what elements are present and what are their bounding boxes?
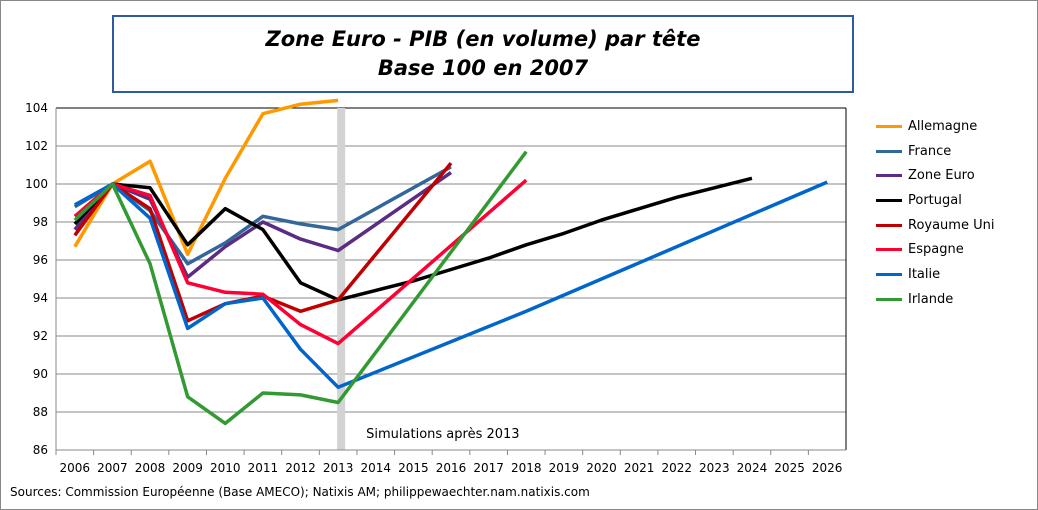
y-tick-label: 100 (25, 177, 48, 191)
legend-item: Portugal (876, 188, 994, 213)
y-tick-label: 96 (33, 253, 48, 267)
simulation-divider (337, 108, 346, 450)
y-tick-label: 98 (33, 215, 48, 229)
x-tick-label: 2013 (323, 461, 354, 475)
x-tick-label: 2020 (586, 461, 617, 475)
x-tick-label: 2014 (360, 461, 391, 475)
legend-swatch (876, 223, 902, 227)
x-tick-label: 2022 (661, 461, 692, 475)
x-tick-label: 2024 (737, 461, 768, 475)
legend-label: France (908, 143, 952, 159)
x-tick-label: 2010 (210, 461, 241, 475)
legend-label: Allemagne (908, 118, 978, 134)
y-tick-label: 102 (25, 139, 48, 153)
x-tick-label: 2017 (473, 461, 504, 475)
y-tick-label: 104 (25, 101, 48, 115)
legend-swatch (876, 248, 902, 252)
chart-title-box: Zone Euro - PIB (en volume) par tête Bas… (112, 15, 854, 93)
legend-label: Portugal (908, 192, 962, 208)
legend-swatch (876, 149, 902, 153)
legend-item: France (876, 139, 994, 164)
x-tick-label: 2008 (135, 461, 166, 475)
x-tick-label: 2009 (172, 461, 203, 475)
x-tick-label: 2018 (511, 461, 542, 475)
y-tick-label: 94 (33, 291, 48, 305)
legend-swatch (876, 198, 902, 202)
series-line-italie (73, 180, 828, 390)
series-line-france (73, 165, 452, 266)
series-line-irlande (73, 150, 528, 426)
legend-item: Royaume Uni (876, 213, 994, 238)
y-tick-label: 88 (33, 405, 48, 419)
x-tick-label: 2021 (624, 461, 655, 475)
x-tick-label: 2026 (812, 461, 843, 475)
legend-item: Espagne (876, 237, 994, 262)
x-tick-label: 2015 (398, 461, 429, 475)
legend-item: Allemagne (876, 114, 994, 139)
series-line-espagne (73, 178, 528, 346)
y-tick-label: 90 (33, 367, 48, 381)
legend-label: Italie (908, 266, 941, 282)
x-tick-label: 2007 (97, 461, 128, 475)
source-note: Sources: Commission Européenne (Base AME… (10, 485, 590, 499)
annotation-simulations: Simulations après 2013 (366, 427, 519, 442)
legend-label: Irlande (908, 291, 954, 307)
series-line-portugal (73, 176, 753, 302)
x-tick-label: 2023 (699, 461, 730, 475)
x-tick-label: 2025 (774, 461, 805, 475)
series-line-allemagne (73, 98, 339, 257)
y-tick-label: 86 (33, 443, 48, 457)
x-tick-label: 2006 (60, 461, 91, 475)
chart-title: Zone Euro - PIB (en volume) par tête (265, 27, 701, 51)
legend: Allemagne France Zone Euro Portugal Royaume … (876, 114, 994, 312)
legend-label: Espagne (908, 242, 964, 258)
legend-item: Zone Euro (876, 163, 994, 188)
x-tick-label: 2016 (436, 461, 467, 475)
legend-swatch (876, 124, 902, 128)
chart-subtitle: Base 100 en 2007 (377, 56, 589, 80)
legend-swatch (876, 297, 902, 301)
x-tick-label: 2012 (285, 461, 316, 475)
y-tick-label: 92 (33, 329, 48, 343)
legend-label: Zone Euro (908, 168, 975, 184)
legend-swatch (876, 174, 902, 178)
x-tick-label: 2019 (549, 461, 580, 475)
legend-swatch (876, 272, 902, 276)
legend-item: Italie (876, 262, 994, 287)
x-tick-label: 2011 (248, 461, 279, 475)
legend-item: Irlande (876, 287, 994, 312)
legend-label: Royaume Uni (908, 217, 995, 233)
